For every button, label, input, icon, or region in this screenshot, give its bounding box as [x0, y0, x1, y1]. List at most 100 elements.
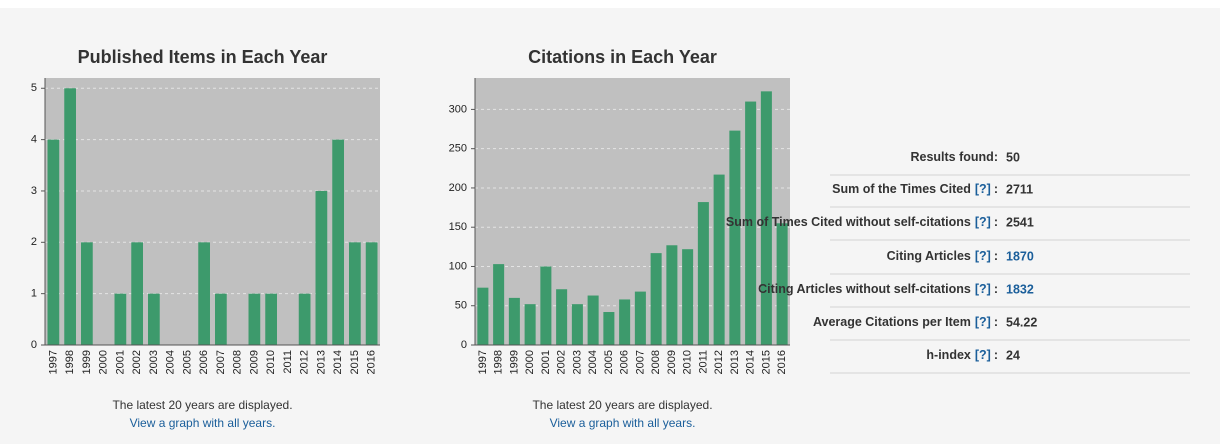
x-tick-label: 2016	[366, 350, 378, 374]
bar	[114, 293, 127, 345]
bar	[332, 139, 344, 345]
x-tick-label: 2001	[540, 350, 552, 374]
bar	[713, 174, 725, 345]
separator: :	[994, 249, 998, 263]
bar	[571, 304, 583, 345]
label: Citing Articles	[887, 249, 971, 263]
plot-area	[45, 78, 380, 345]
stat-label: Sum of Times Cited without self-citation…	[726, 215, 998, 229]
stat-label: Citing Articles without self-citations [?…	[758, 282, 998, 296]
bar	[365, 242, 378, 345]
separator: :	[994, 215, 998, 229]
label: Results found	[910, 150, 993, 164]
help-link[interactable]: [?]	[975, 215, 991, 229]
bar	[745, 101, 757, 345]
bar	[131, 242, 143, 345]
graph-link[interactable]: View a graph with all years.	[130, 416, 276, 430]
x-tick-label: 1998	[493, 350, 505, 374]
help-link[interactable]: [?]	[975, 282, 991, 296]
stat-label: h-index [?]:	[926, 348, 998, 362]
x-tick-label: 1999	[81, 350, 93, 374]
bar	[493, 264, 505, 345]
stat-label: Sum of the Times Cited [?]:	[832, 182, 998, 196]
y-tick-label: 150	[449, 221, 467, 233]
x-tick-label: 2012	[299, 350, 311, 374]
stat-value: 2541	[1006, 215, 1034, 229]
x-tick-label: 2003	[148, 350, 160, 374]
x-tick-label: 2000	[98, 350, 110, 374]
x-tick-label: 2013	[315, 350, 327, 374]
bar	[729, 130, 741, 345]
stat-value: 24	[1006, 348, 1020, 362]
separator: :	[994, 315, 998, 329]
stat-label: Results found:	[910, 150, 998, 164]
stat-value[interactable]: 1832	[1006, 282, 1034, 296]
bar	[148, 293, 160, 345]
help-link[interactable]: [?]	[975, 315, 991, 329]
y-tick-label: 0	[31, 339, 37, 351]
y-tick-label: 50	[455, 300, 467, 312]
label: Average Citations per Item	[813, 315, 971, 329]
bar	[603, 312, 615, 345]
bar	[64, 88, 76, 346]
x-tick-label: 2014	[332, 350, 344, 374]
note: The latest 20 years are displayed.	[112, 398, 292, 412]
label: Sum of the Times Cited	[832, 182, 971, 196]
help-link[interactable]: [?]	[975, 348, 991, 362]
stat-value: 50	[1006, 150, 1020, 164]
help-link[interactable]: [?]	[975, 249, 991, 263]
bar	[315, 190, 328, 345]
x-tick-label: 2009	[248, 350, 260, 374]
x-tick-label: 2009	[666, 350, 678, 374]
bar	[556, 289, 568, 345]
x-tick-label: 2014	[745, 350, 757, 374]
y-tick-label: 5	[31, 82, 37, 94]
x-tick-label: 2000	[524, 350, 536, 374]
x-tick-label: 2003	[571, 350, 583, 374]
x-tick-label: 2006	[198, 350, 210, 374]
bar	[477, 287, 489, 345]
x-tick-label: 2015	[760, 350, 772, 374]
bar	[619, 299, 631, 345]
note: The latest 20 years are displayed.	[532, 398, 712, 412]
bar	[666, 245, 678, 345]
stat-value: 54.22	[1006, 315, 1037, 329]
bar	[682, 249, 694, 345]
x-tick-label: 1997	[47, 350, 59, 374]
x-tick-label: 2007	[634, 350, 646, 374]
x-tick-label: 2005	[603, 350, 615, 374]
bar	[540, 266, 552, 345]
label: Citing Articles without self-citations	[758, 282, 971, 296]
x-tick-label: 2013	[729, 350, 741, 374]
bar	[776, 223, 788, 345]
x-tick-label: 2005	[181, 350, 193, 374]
y-tick-label: 0	[461, 339, 467, 351]
bar	[248, 293, 261, 345]
x-tick-label: 2002	[556, 350, 568, 374]
separator: :	[994, 150, 998, 164]
x-tick-label: 2006	[619, 350, 631, 374]
stat-value[interactable]: 1870	[1006, 249, 1034, 263]
y-tick-label: 3	[31, 185, 37, 197]
bar	[697, 202, 709, 345]
y-tick-label: 100	[449, 260, 467, 272]
bar	[81, 242, 93, 345]
y-tick-label: 2	[31, 236, 37, 248]
bar	[265, 293, 277, 345]
x-tick-label: 1998	[64, 350, 76, 374]
bar	[524, 304, 536, 345]
graph-link[interactable]: View a graph with all years.	[550, 416, 696, 430]
stat-value: 2711	[1006, 182, 1033, 196]
x-tick-label: 2011	[282, 350, 294, 374]
x-tick-label: 2010	[682, 350, 694, 374]
bar	[587, 295, 599, 345]
bar	[508, 297, 520, 345]
x-tick-label: 2008	[232, 350, 244, 374]
y-tick-label: 4	[31, 134, 37, 146]
chart-title: Published Items in Each Year	[78, 47, 328, 67]
x-tick-label: 2012	[713, 350, 725, 374]
stat-label: Average Citations per Item [?]:	[813, 315, 998, 329]
x-tick-label: 1999	[508, 350, 520, 374]
x-tick-label: 2007	[215, 350, 227, 374]
help-link[interactable]: [?]	[975, 182, 991, 196]
